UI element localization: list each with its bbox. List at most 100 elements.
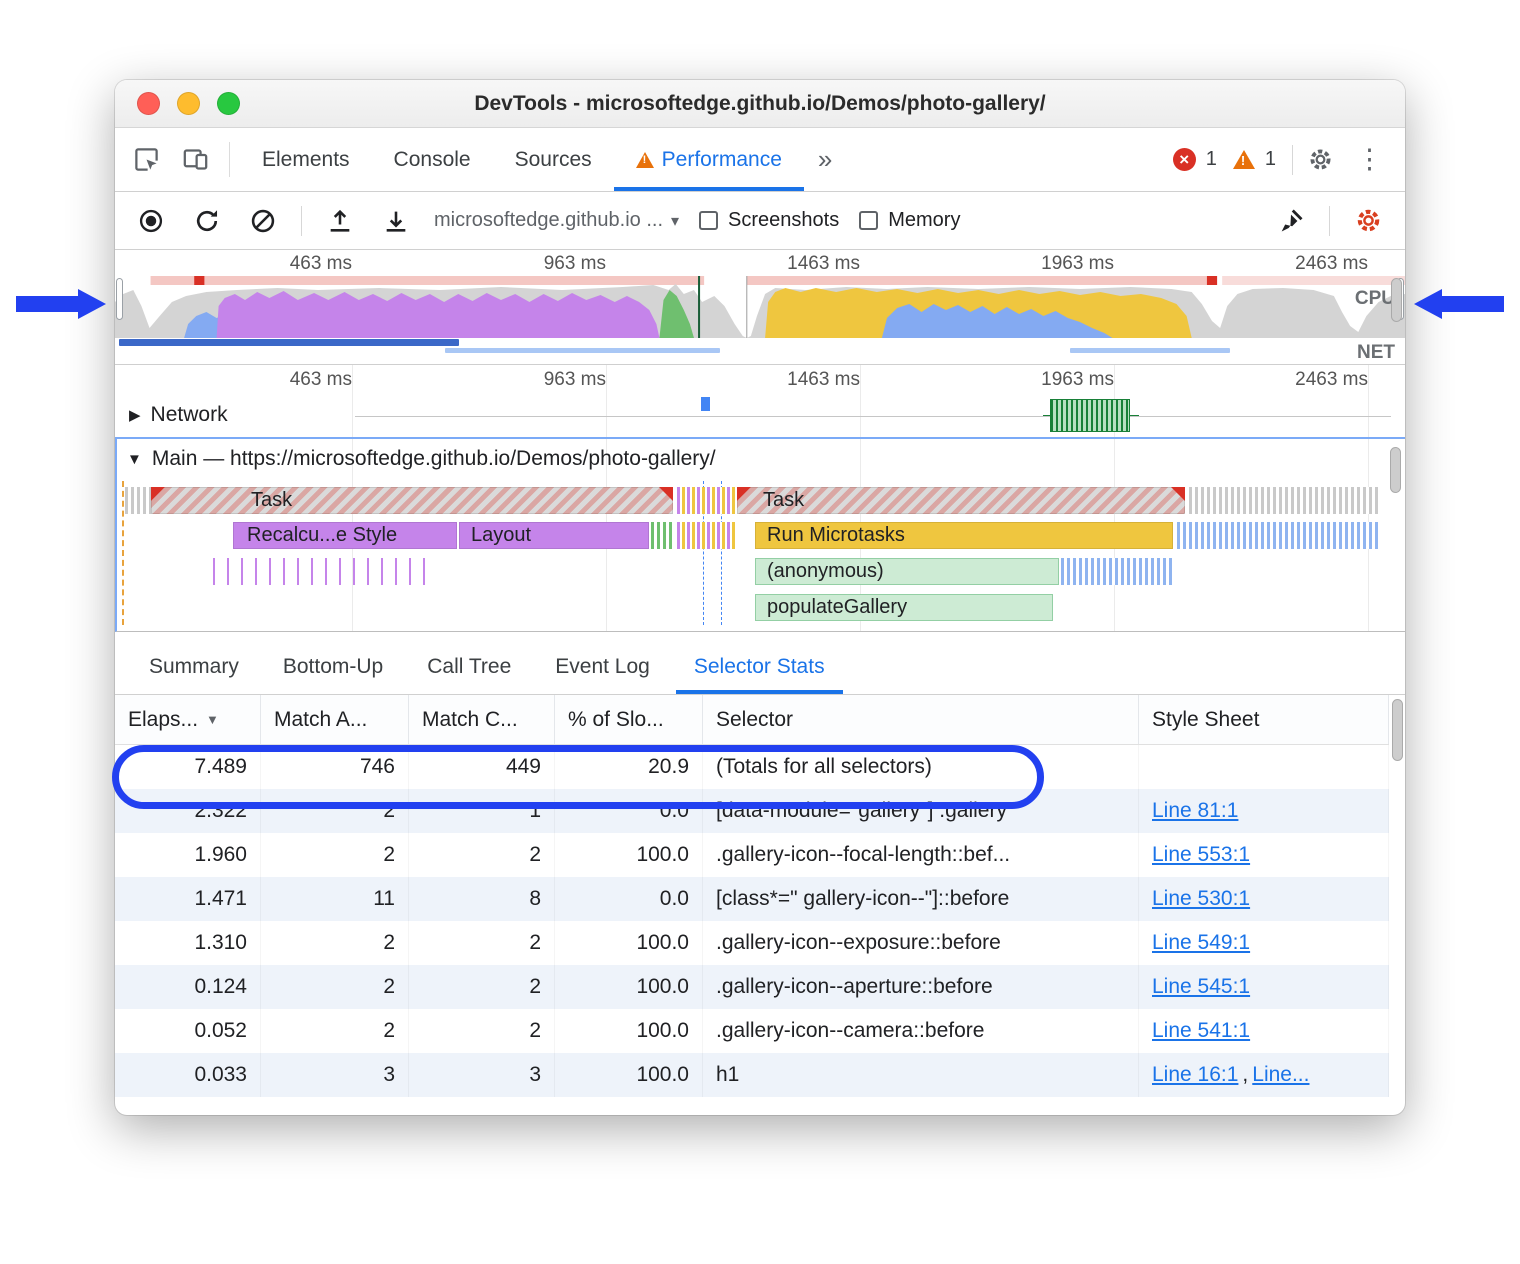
flame-populate-gallery[interactable]: populateGallery bbox=[755, 594, 1053, 621]
flame-slivers[interactable] bbox=[1189, 487, 1379, 514]
style-sheet-link[interactable]: Line 545:1 bbox=[1152, 975, 1251, 998]
style-sheet-link[interactable]: Line 530:1 bbox=[1152, 887, 1251, 910]
flame-slivers[interactable] bbox=[677, 487, 735, 514]
elapsed-cell: 1.960 bbox=[115, 833, 261, 877]
error-icon[interactable]: × bbox=[1172, 148, 1196, 171]
capture-settings-gear-icon[interactable] bbox=[1350, 202, 1387, 239]
table-row[interactable]: 0.033 3 3 100.0 h1 Line 16:1 , Line... bbox=[115, 1053, 1389, 1097]
column-header-elapsed[interactable]: Elaps... ▼ bbox=[115, 695, 261, 744]
inspect-element-icon[interactable] bbox=[129, 142, 164, 177]
device-toolbar-icon[interactable] bbox=[178, 142, 213, 177]
column-header-selector[interactable]: Selector bbox=[703, 695, 1139, 744]
network-track[interactable]: ▶ Network bbox=[115, 395, 1405, 437]
tab-event-log[interactable]: Event Log bbox=[537, 640, 668, 694]
tab-console[interactable]: Console bbox=[372, 128, 493, 191]
upload-profile-icon[interactable] bbox=[322, 203, 358, 239]
tab-bottom-up[interactable]: Bottom-Up bbox=[265, 640, 401, 694]
style-sheet-link[interactable]: Line 553:1 bbox=[1152, 843, 1251, 866]
maximize-button[interactable] bbox=[217, 92, 240, 115]
column-label: Match A... bbox=[274, 707, 368, 731]
more-tabs-icon[interactable]: » bbox=[817, 144, 833, 174]
chevron-down-icon: ▾ bbox=[671, 212, 680, 230]
flame-slivers[interactable] bbox=[125, 487, 151, 514]
error-count: 1 bbox=[1205, 148, 1217, 170]
warning-icon[interactable] bbox=[1232, 150, 1255, 169]
table-row[interactable]: 1.310 2 2 100.0 .gallery-icon--exposure:… bbox=[115, 921, 1389, 965]
net-track-label: NET bbox=[1357, 342, 1395, 363]
timeline-tracks: 463 ms 963 ms 1463 ms 1963 ms 2463 ms ▶ … bbox=[115, 365, 1405, 632]
reload-record-button[interactable] bbox=[189, 203, 225, 239]
style-sheet-link[interactable]: Line 549:1 bbox=[1152, 931, 1251, 954]
table-row[interactable]: 0.124 2 2 100.0 .gallery-icon--aperture:… bbox=[115, 965, 1389, 1009]
flame-slivers[interactable] bbox=[213, 558, 433, 585]
main-track-scrollbar[interactable] bbox=[1390, 447, 1401, 493]
column-header-style-sheet[interactable]: Style Sheet bbox=[1139, 695, 1389, 744]
table-row[interactable]: 1.960 2 2 100.0 .gallery-icon--focal-len… bbox=[115, 833, 1389, 877]
overview-time-label: 463 ms bbox=[289, 253, 352, 274]
memory-checkbox[interactable]: Memory bbox=[859, 209, 960, 232]
zoom-handle-left[interactable] bbox=[116, 278, 123, 320]
settings-gear-icon[interactable] bbox=[1303, 142, 1338, 177]
minimize-button[interactable] bbox=[177, 92, 200, 115]
tab-elements[interactable]: Elements bbox=[240, 128, 372, 191]
style-sheet-link[interactable]: Line 541:1 bbox=[1152, 1019, 1251, 1042]
collect-garbage-icon[interactable] bbox=[1273, 203, 1309, 239]
cpu-overview-chart[interactable] bbox=[115, 276, 1405, 338]
style-sheet-cell: Line 545:1 bbox=[1139, 965, 1389, 1009]
flame-layout[interactable]: Layout bbox=[459, 522, 649, 549]
disclosure-closed-icon[interactable]: ▶ bbox=[129, 407, 141, 424]
timeline-overview[interactable]: 463 ms 963 ms 1463 ms 1963 ms 2463 ms bbox=[115, 250, 1405, 365]
flame-slivers[interactable] bbox=[1177, 522, 1379, 549]
match-count-cell: 2 bbox=[409, 1009, 555, 1053]
flame-task[interactable]: Task bbox=[151, 487, 673, 514]
flame-slivers[interactable] bbox=[1061, 558, 1175, 585]
style-sheet-link[interactable]: Line 81:1 bbox=[1152, 799, 1239, 822]
column-header-match-count[interactable]: Match C... bbox=[409, 695, 555, 744]
flame-task[interactable]: Task bbox=[737, 487, 1185, 514]
tab-sources[interactable]: Sources bbox=[493, 128, 614, 191]
overview-scrollbar[interactable] bbox=[1391, 278, 1402, 322]
download-profile-icon[interactable] bbox=[378, 203, 414, 239]
column-header-pct-slow[interactable]: % of Slo... bbox=[555, 695, 703, 744]
main-track-header[interactable]: ▼ Main — https://microsoftedge.github.io… bbox=[127, 447, 716, 471]
table-header: Elaps... ▼ Match A... Match C... % of Sl… bbox=[115, 695, 1389, 745]
style-sheet-link[interactable]: Line 16:1 bbox=[1152, 1063, 1239, 1086]
screenshots-checkbox[interactable]: Screenshots bbox=[699, 209, 839, 232]
network-request-block[interactable] bbox=[1050, 399, 1130, 432]
tab-performance[interactable]: Performance bbox=[613, 128, 804, 191]
flame-anonymous-fn[interactable]: (anonymous) bbox=[755, 558, 1059, 585]
close-button[interactable] bbox=[137, 92, 160, 115]
table-scrollbar[interactable] bbox=[1392, 699, 1403, 761]
elapsed-cell: 1.471 bbox=[115, 877, 261, 921]
match-attempts-cell: 3 bbox=[261, 1053, 409, 1097]
tab-label: Call Tree bbox=[427, 655, 512, 678]
flame-run-microtasks[interactable]: Run Microtasks bbox=[755, 522, 1173, 549]
tab-selector-stats[interactable]: Selector Stats bbox=[675, 640, 843, 694]
pct-slow-cell: 0.0 bbox=[555, 789, 703, 833]
column-header-match-attempts[interactable]: Match A... bbox=[261, 695, 409, 744]
sort-desc-icon: ▼ bbox=[206, 712, 219, 727]
table-row-totals[interactable]: 7.489 746 449 20.9 (Totals for all selec… bbox=[115, 745, 1389, 789]
flame-slivers[interactable] bbox=[651, 522, 675, 549]
disclosure-open-icon[interactable]: ▼ bbox=[127, 450, 142, 468]
cpu-track-label: CPU bbox=[1354, 288, 1395, 309]
tab-call-tree[interactable]: Call Tree bbox=[409, 640, 529, 694]
table-row[interactable]: 2.322 2 1 0.0 [data-module="gallery"] .g… bbox=[115, 789, 1389, 833]
record-button[interactable] bbox=[133, 203, 169, 239]
link-separator: , bbox=[1242, 1063, 1249, 1086]
network-request-marker[interactable] bbox=[701, 397, 710, 411]
profile-select[interactable]: microsoftedge.github.io ... ▾ bbox=[434, 209, 679, 232]
main-track-title: Main — https://microsoftedge.github.io/D… bbox=[151, 447, 716, 470]
tab-summary[interactable]: Summary bbox=[131, 640, 257, 694]
main-thread-track[interactable]: ▼ Main — https://microsoftedge.github.io… bbox=[115, 437, 1405, 632]
flame-slivers[interactable] bbox=[677, 522, 735, 549]
style-sheet-link[interactable]: Line... bbox=[1252, 1063, 1310, 1086]
ruler-time-label: 1463 ms bbox=[787, 369, 860, 390]
column-label: % of Slo... bbox=[568, 707, 664, 731]
elapsed-cell: 2.322 bbox=[115, 789, 261, 833]
flame-recalculate-style[interactable]: Recalcu...e Style bbox=[233, 522, 457, 549]
table-row[interactable]: 0.052 2 2 100.0 .gallery-icon--camera::b… bbox=[115, 1009, 1389, 1053]
table-row[interactable]: 1.471 11 8 0.0 [class*=" gallery-icon--"… bbox=[115, 877, 1389, 921]
clear-recording-icon[interactable] bbox=[245, 203, 281, 239]
kebab-menu-icon[interactable]: ⋮ bbox=[1348, 144, 1391, 175]
